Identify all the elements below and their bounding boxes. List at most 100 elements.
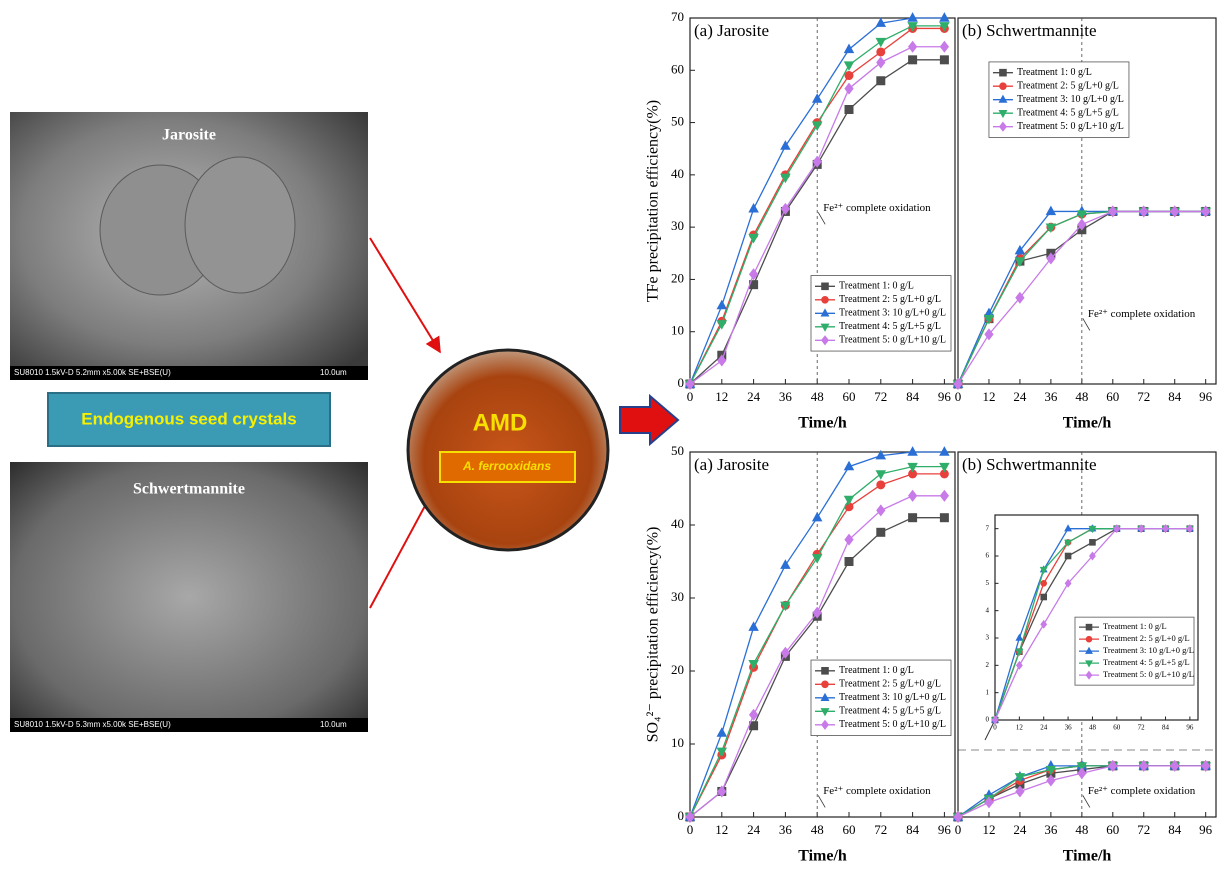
sem-scale: 10.0um bbox=[320, 368, 347, 377]
point bbox=[909, 491, 917, 501]
x-tick-label: 48 bbox=[811, 822, 824, 837]
legend: Treatment 1: 0 g/LTreatment 2: 5 g/L+0 g… bbox=[1075, 617, 1194, 685]
point bbox=[1086, 636, 1092, 642]
x-tick-label: 0 bbox=[955, 389, 962, 404]
point bbox=[877, 77, 885, 85]
x-tick-label: 72 bbox=[874, 822, 887, 837]
y-tick-label: 40 bbox=[671, 166, 684, 181]
legend-label: Treatment 5: 0 g/L+10 g/L bbox=[1103, 669, 1194, 679]
sem-label: Schwertmannite bbox=[133, 481, 245, 498]
x-tick-label: 96 bbox=[1186, 724, 1194, 732]
x-tick-label: 96 bbox=[938, 389, 952, 404]
legend-label: Treatment 2: 5 g/L+0 g/L bbox=[839, 294, 941, 305]
point bbox=[822, 283, 829, 290]
annotation-pointer bbox=[818, 795, 825, 807]
x-tick-label: 24 bbox=[1040, 724, 1048, 732]
x-tick-label: 96 bbox=[1199, 389, 1213, 404]
x-tick-label: 84 bbox=[906, 822, 920, 837]
legend-label: Treatment 2: 5 g/L+0 g/L bbox=[1017, 80, 1119, 91]
legend-label: Treatment 1: 0 g/L bbox=[839, 665, 914, 676]
point bbox=[1046, 207, 1055, 215]
x-axis-label: Time/h bbox=[1063, 415, 1112, 432]
x-tick-label: 72 bbox=[1137, 822, 1150, 837]
x-tick-label: 36 bbox=[1065, 724, 1073, 732]
legend-label: Treatment 3: 10 g/L+0 g/L bbox=[839, 692, 946, 703]
legend: Treatment 1: 0 g/LTreatment 2: 5 g/L+0 g… bbox=[989, 62, 1129, 138]
y-tick-label: 10 bbox=[671, 323, 684, 338]
legend-label: Treatment 4: 5 g/L+5 g/L bbox=[839, 321, 941, 332]
amd-circle bbox=[408, 350, 608, 550]
point bbox=[1041, 594, 1047, 600]
series-line bbox=[958, 211, 1206, 384]
x-tick-label: 96 bbox=[1199, 822, 1213, 837]
series-line bbox=[958, 211, 1206, 384]
legend: Treatment 1: 0 g/L Treatment 2: 5 g/L+0 g… bbox=[811, 660, 951, 736]
point bbox=[1000, 83, 1007, 90]
x-tick-label: 36 bbox=[1044, 822, 1058, 837]
x-tick-label: 12 bbox=[715, 389, 728, 404]
y-tick-label: 20 bbox=[671, 662, 684, 677]
point bbox=[845, 45, 854, 53]
x-tick-label: 0 bbox=[993, 724, 997, 732]
x-tick-label: 0 bbox=[687, 389, 694, 404]
figure: Jarosite SU8010 1.5kV-D 5.2mm x5.00k SE+… bbox=[0, 0, 1218, 869]
y-tick-label: 50 bbox=[671, 114, 684, 129]
x-tick-label: 0 bbox=[687, 822, 694, 837]
annotation: Fe²⁺ complete oxidation bbox=[823, 202, 931, 214]
legend-label: Treatment 2: 5 g/L+0 g/L bbox=[1103, 633, 1190, 643]
x-axis-label: Time/h bbox=[798, 415, 847, 432]
chart: 0122436486072849601234567Treatment 1: 0 … bbox=[986, 515, 1199, 732]
x-tick-label: 84 bbox=[1162, 724, 1170, 732]
point bbox=[1086, 624, 1092, 630]
legend-label: Treatment 4: 5 g/L+5 g/L bbox=[1103, 657, 1190, 667]
legend-label: Treatment 2: 5 g/L+0 g/L bbox=[839, 679, 941, 690]
point bbox=[717, 301, 726, 309]
point bbox=[908, 13, 917, 21]
point bbox=[940, 42, 948, 52]
point bbox=[877, 481, 885, 489]
series-line bbox=[958, 211, 1206, 384]
point bbox=[909, 56, 917, 64]
annotation-pointer bbox=[818, 212, 825, 224]
y-tick-label: 3 bbox=[986, 634, 990, 642]
y-tick-label: 30 bbox=[671, 218, 684, 233]
y-tick-label: 70 bbox=[671, 9, 684, 24]
point bbox=[909, 42, 917, 52]
x-tick-label: 48 bbox=[811, 389, 824, 404]
bacteria-label: A. ferrooxidans bbox=[462, 459, 551, 473]
y-axis-label: TFe precipitation efficiency(%) bbox=[645, 100, 662, 302]
y-tick-label: 2 bbox=[986, 661, 990, 669]
point bbox=[940, 447, 949, 455]
point bbox=[845, 496, 854, 504]
point bbox=[876, 471, 885, 479]
legend-label: Treatment 3: 10 g/L+0 g/L bbox=[839, 308, 946, 319]
point bbox=[749, 204, 758, 212]
point bbox=[845, 106, 853, 114]
point bbox=[1041, 581, 1047, 587]
seed-label: Endogenous seed crystals bbox=[81, 409, 296, 428]
y-tick-label: 6 bbox=[986, 552, 990, 560]
x-tick-label: 0 bbox=[955, 822, 962, 837]
arrow bbox=[370, 238, 440, 352]
annotation: Fe²⁺ complete oxidation bbox=[823, 785, 931, 797]
chart-title: (b) Schwertmannite bbox=[962, 21, 1097, 40]
point bbox=[909, 514, 917, 522]
legend-label: Treatment 3: 10 g/L+0 g/L bbox=[1103, 645, 1194, 655]
y-tick-label: 50 bbox=[671, 443, 684, 458]
chart-title: (a) Jarosite bbox=[694, 21, 769, 40]
y-tick-label: 5 bbox=[986, 579, 990, 587]
point bbox=[940, 491, 948, 501]
series-line bbox=[958, 211, 1206, 384]
point bbox=[940, 56, 948, 64]
point bbox=[940, 13, 949, 21]
charts: 01224364860728496010203040506070(a) Jaro… bbox=[645, 9, 1216, 865]
y-tick-label: 0 bbox=[986, 716, 990, 724]
x-tick-label: 84 bbox=[906, 389, 920, 404]
x-tick-label: 12 bbox=[715, 822, 728, 837]
point bbox=[940, 514, 948, 522]
x-tick-label: 60 bbox=[843, 822, 856, 837]
x-tick-label: 48 bbox=[1089, 724, 1097, 732]
x-tick-label: 24 bbox=[1013, 822, 1027, 837]
legend-label: Treatment 5: 0 g/L+10 g/L bbox=[839, 719, 946, 730]
